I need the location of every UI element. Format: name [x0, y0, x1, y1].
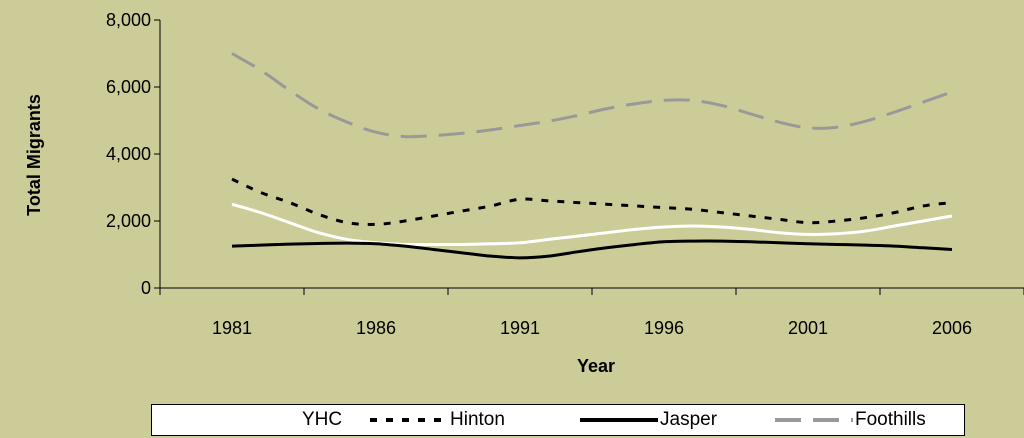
y-tick-label: 0: [141, 278, 151, 298]
y-axis-title: Total Migrants: [24, 94, 44, 216]
x-tick-label: 2006: [932, 318, 972, 338]
legend-swatch-hinton: [370, 418, 448, 422]
ticks: 0 2,000 4,000 6,000 8,000 1981 1986 1991 1996 200…: [106, 10, 1024, 338]
x-axis-title: Year: [577, 356, 615, 376]
legend-label-yhc: YHC: [302, 409, 343, 430]
x-tick-label: 1981: [212, 318, 252, 338]
x-tick-label: 2001: [788, 318, 828, 338]
y-tick-label: 4,000: [106, 144, 151, 164]
legend-item-hinton: Hinton: [368, 405, 505, 435]
series-line-hinton: [231, 177, 953, 226]
legend-item-foothills: Foothills: [773, 405, 926, 435]
legend-swatch-foothills: [775, 418, 853, 422]
series-line-jasper: [231, 239, 953, 260]
legend: YHC Hinton Jasper Foothills: [151, 404, 965, 436]
chart: Total Migrants Year 0 2,000 4,000 6,000 8,00…: [24, 10, 1024, 376]
series-line-foothills: [231, 52, 953, 139]
legend-label-jasper: Jasper: [660, 409, 718, 430]
legend-item-jasper: Jasper: [578, 405, 717, 435]
series-lines: [231, 52, 953, 260]
x-tick-label: 1991: [500, 318, 540, 338]
y-tick-label: 2,000: [106, 211, 151, 231]
y-tick-label: 6,000: [106, 77, 151, 97]
legend-item-yhc: YHC: [302, 405, 342, 435]
x-tick-label: 1996: [644, 318, 684, 338]
legend-swatch-jasper: [580, 418, 658, 422]
x-tick-label: 1986: [356, 318, 396, 338]
axes: [159, 20, 1024, 289]
series-line-yhc: [231, 202, 953, 247]
y-tick-label: 8,000: [106, 10, 151, 30]
legend-label-foothills: Foothills: [855, 409, 926, 430]
legend-label-hinton: Hinton: [450, 409, 505, 430]
